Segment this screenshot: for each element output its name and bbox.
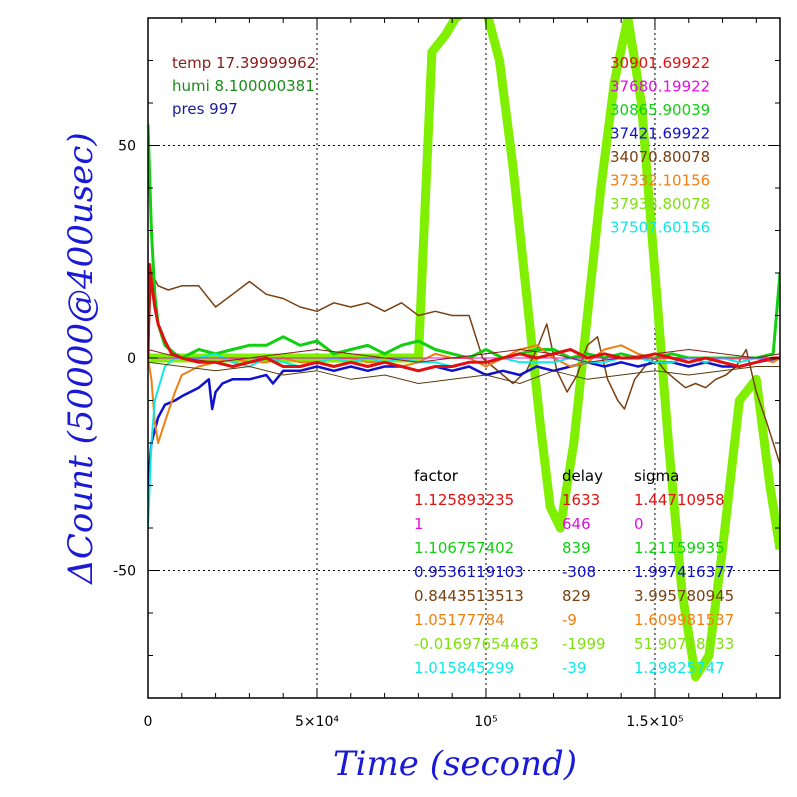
channel-id-label: 37680.19922 xyxy=(610,78,710,96)
table-cell-sigma: 1.29825747 xyxy=(634,659,725,677)
y-tick-label: 0 xyxy=(127,351,136,367)
table-cell-factor: -0.01697654463 xyxy=(414,635,539,653)
channel-id-label: 34070.80078 xyxy=(610,148,710,166)
table-cell-factor: 1.05177784 xyxy=(414,611,505,629)
series-line-9 xyxy=(148,263,780,373)
series-line-8 xyxy=(148,361,780,384)
table-header-sigma: sigma xyxy=(634,467,679,485)
table-cell-factor: 1.106757402 xyxy=(414,539,514,557)
table-cell-delay: -1999 xyxy=(562,635,606,653)
table-cell-delay: -39 xyxy=(562,659,587,677)
channel-id-label: 37938.80078 xyxy=(610,195,710,213)
table-cell-sigma: 3.995780945 xyxy=(634,587,734,605)
table-cell-factor: 0.9536119103 xyxy=(414,563,524,581)
x-tick-label: 1.5×10⁵ xyxy=(626,714,683,730)
table-cell-sigma: 51.90718133 xyxy=(634,635,734,653)
tick-layer: 0 5×10⁴ 10⁵ 1.5×10⁵ -50 0 50 xyxy=(113,18,780,730)
table-cell-delay: 1633 xyxy=(562,491,600,509)
series-line-2 xyxy=(148,124,780,360)
table-cell-factor: 1.015845299 xyxy=(414,659,514,677)
channel-id-label: 30901.69922 xyxy=(610,54,710,72)
annotations-layer: temp 17.39999962 humi 8.100000381 pres 997… xyxy=(172,54,734,677)
table-cell-sigma: 1.997416377 xyxy=(634,563,734,581)
env-label: humi 8.100000381 xyxy=(172,77,315,95)
series-layer xyxy=(148,18,780,682)
table-cell-factor: 1 xyxy=(414,515,424,533)
x-axis-title: Time (second) xyxy=(333,744,577,784)
channel-id-label: 37332.10156 xyxy=(610,172,710,190)
table-cell-factor: 0.8443513513 xyxy=(414,587,524,605)
x-tick-label: 10⁵ xyxy=(474,714,497,730)
y-tick-label: 50 xyxy=(118,139,136,155)
series-line-7 xyxy=(148,349,780,363)
y-axis-title: ΔCount (50000@400usec) xyxy=(61,132,101,585)
table-header-factor: factor xyxy=(414,467,459,485)
table-cell-delay: 646 xyxy=(562,515,591,533)
x-tick-label: 0 xyxy=(144,714,153,730)
x-tick-label: 5×10⁴ xyxy=(295,714,339,730)
table-cell-delay: 829 xyxy=(562,587,591,605)
env-label: pres 997 xyxy=(172,100,238,118)
table-cell-delay: 839 xyxy=(562,539,591,557)
table-cell-sigma: 1.609981537 xyxy=(634,611,734,629)
channel-id-label: 30865.90039 xyxy=(610,101,710,119)
channel-id-label: 37507.60156 xyxy=(610,219,710,237)
table-header-delay: delay xyxy=(562,467,603,485)
series-line-1 xyxy=(148,272,780,465)
env-label: temp 17.39999962 xyxy=(172,54,316,72)
table-cell-sigma: 1.44710958 xyxy=(634,491,725,509)
channel-id-label: 37421.69922 xyxy=(610,125,710,143)
series-line-5 xyxy=(148,352,780,529)
table-cell-delay: -308 xyxy=(562,563,596,581)
table-cell-factor: 1.125893235 xyxy=(414,491,514,509)
table-cell-delay: -9 xyxy=(562,611,577,629)
series-line-3 xyxy=(148,356,780,507)
y-tick-label: -50 xyxy=(113,564,136,580)
table-cell-sigma: 0 xyxy=(634,515,644,533)
table-cell-sigma: 1.21159935 xyxy=(634,539,725,557)
